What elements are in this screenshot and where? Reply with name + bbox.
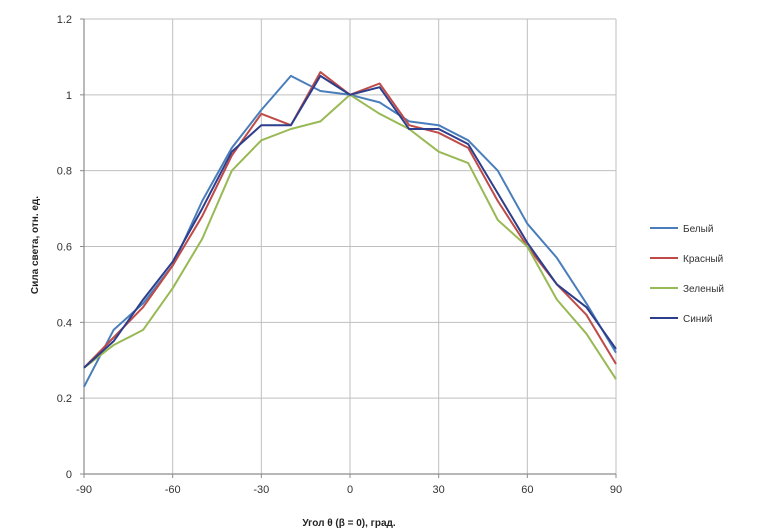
x-tick-label: -90 [76,484,92,496]
x-tick-label: -60 [165,484,181,496]
legend-item: Зеленый [650,284,724,295]
legend-label: Зеленый [683,284,724,295]
legend-label: Синий [683,314,713,325]
x-tick-label: 60 [521,484,533,496]
legend-item: Белый [650,224,713,235]
x-tick-label: 90 [610,484,622,496]
grid [83,18,617,475]
x-tick-label: -30 [253,484,269,496]
y-tick-label: 1 [66,90,72,102]
tick-labels: -90 -60 -30 0 30 60 90 0 0.2 0.4 0.6 0.8 1 1.2 [57,14,622,496]
y-tick-label: 0.6 [57,242,72,254]
legend-item: Синий [650,314,713,325]
y-tick-label: 0.4 [57,317,72,329]
series-4-group [83,74,617,369]
axes [80,18,617,478]
y-tick-label: 0.2 [57,393,72,405]
y-tick-label: 0.8 [57,166,72,178]
x-axis-title: Угол θ (β = 0), град. [302,518,396,529]
legend-label: Красный [683,254,723,265]
legend-label: Белый [683,224,713,235]
legend: Белый Красный Зеленый Синий [650,224,724,325]
y-axis-title: Сила света, отн. ед. [30,196,41,294]
x-tick-label: 30 [433,484,445,496]
series-group [83,71,617,388]
y-tick-label: 0 [66,469,72,481]
x-tick-label: 0 [347,484,353,496]
legend-item: Красный [650,254,723,265]
y-tick-label: 1.2 [57,14,72,26]
series-4-line [83,74,617,369]
